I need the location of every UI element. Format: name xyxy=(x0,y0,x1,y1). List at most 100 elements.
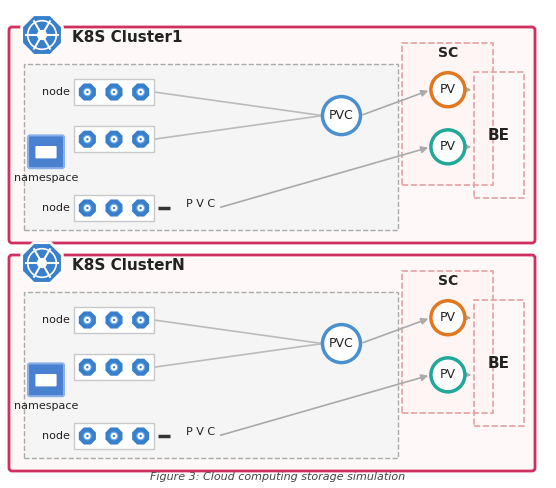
Bar xyxy=(474,300,524,426)
Polygon shape xyxy=(105,311,123,329)
Text: Figure 3: Cloud computing storage simulation: Figure 3: Cloud computing storage simula… xyxy=(151,472,405,482)
Circle shape xyxy=(86,138,88,141)
Circle shape xyxy=(140,138,142,141)
Bar xyxy=(74,423,154,449)
Circle shape xyxy=(140,207,142,209)
Circle shape xyxy=(86,435,88,437)
Circle shape xyxy=(110,88,118,96)
Polygon shape xyxy=(131,130,150,148)
Polygon shape xyxy=(78,311,97,329)
FancyBboxPatch shape xyxy=(28,364,64,396)
Circle shape xyxy=(431,130,465,164)
Bar xyxy=(74,307,154,333)
Polygon shape xyxy=(105,427,123,445)
Bar xyxy=(24,292,399,458)
Circle shape xyxy=(83,364,91,371)
Polygon shape xyxy=(78,199,97,217)
Polygon shape xyxy=(105,199,123,217)
Circle shape xyxy=(110,432,118,440)
Text: namespace: namespace xyxy=(14,401,78,411)
Circle shape xyxy=(113,91,115,93)
Text: PV: PV xyxy=(440,141,456,153)
Circle shape xyxy=(137,88,145,96)
Polygon shape xyxy=(22,15,62,55)
Text: P V C: P V C xyxy=(186,427,215,437)
Bar xyxy=(403,42,493,185)
Circle shape xyxy=(431,73,465,107)
Polygon shape xyxy=(105,130,123,148)
Text: BE: BE xyxy=(488,127,510,142)
Circle shape xyxy=(113,138,115,141)
FancyBboxPatch shape xyxy=(36,374,57,386)
Circle shape xyxy=(83,432,91,440)
Polygon shape xyxy=(105,83,123,101)
Bar xyxy=(24,64,399,230)
Text: K8S Cluster1: K8S Cluster1 xyxy=(72,29,182,44)
Text: PV: PV xyxy=(440,83,456,96)
Text: PV: PV xyxy=(440,311,456,324)
Text: SC: SC xyxy=(438,274,458,287)
Text: SC: SC xyxy=(438,45,458,60)
Bar xyxy=(74,195,154,221)
Circle shape xyxy=(322,97,360,135)
FancyBboxPatch shape xyxy=(9,255,535,471)
Circle shape xyxy=(83,135,91,143)
Circle shape xyxy=(322,325,360,363)
Circle shape xyxy=(137,432,145,440)
Polygon shape xyxy=(105,358,123,376)
Text: PVC: PVC xyxy=(329,337,354,350)
Text: namespace: namespace xyxy=(14,173,78,183)
Polygon shape xyxy=(131,199,150,217)
Circle shape xyxy=(86,207,88,209)
FancyBboxPatch shape xyxy=(36,146,57,159)
FancyBboxPatch shape xyxy=(28,135,64,168)
Circle shape xyxy=(140,435,142,437)
Text: node: node xyxy=(42,87,70,97)
Text: PV: PV xyxy=(440,368,456,381)
Circle shape xyxy=(137,135,145,143)
Circle shape xyxy=(86,91,88,93)
Circle shape xyxy=(38,259,46,267)
FancyBboxPatch shape xyxy=(9,27,535,243)
Polygon shape xyxy=(22,243,62,284)
Circle shape xyxy=(83,88,91,96)
Polygon shape xyxy=(78,427,97,445)
Polygon shape xyxy=(78,130,97,148)
Circle shape xyxy=(83,204,91,212)
Circle shape xyxy=(86,319,88,321)
Circle shape xyxy=(110,316,118,324)
Circle shape xyxy=(113,366,115,368)
Bar xyxy=(74,354,154,380)
Text: K8S ClusterN: K8S ClusterN xyxy=(72,258,185,272)
Text: node: node xyxy=(42,315,70,325)
Circle shape xyxy=(38,31,46,40)
Text: BE: BE xyxy=(488,355,510,370)
Circle shape xyxy=(137,316,145,324)
Circle shape xyxy=(113,319,115,321)
Circle shape xyxy=(110,364,118,371)
Circle shape xyxy=(140,319,142,321)
Polygon shape xyxy=(78,83,97,101)
Polygon shape xyxy=(131,358,150,376)
Polygon shape xyxy=(131,427,150,445)
Bar xyxy=(74,126,154,152)
Bar xyxy=(474,72,524,198)
Polygon shape xyxy=(131,311,150,329)
Circle shape xyxy=(110,135,118,143)
Circle shape xyxy=(110,204,118,212)
Circle shape xyxy=(431,358,465,392)
Circle shape xyxy=(137,364,145,371)
Polygon shape xyxy=(78,358,97,376)
Circle shape xyxy=(140,366,142,368)
Text: PVC: PVC xyxy=(329,109,354,122)
Polygon shape xyxy=(131,83,150,101)
Circle shape xyxy=(140,91,142,93)
Circle shape xyxy=(86,366,88,368)
Bar xyxy=(74,79,154,105)
Circle shape xyxy=(137,204,145,212)
Text: node: node xyxy=(42,203,70,213)
Text: P V C: P V C xyxy=(186,199,215,209)
Circle shape xyxy=(113,207,115,209)
Bar xyxy=(403,271,493,413)
Circle shape xyxy=(83,316,91,324)
